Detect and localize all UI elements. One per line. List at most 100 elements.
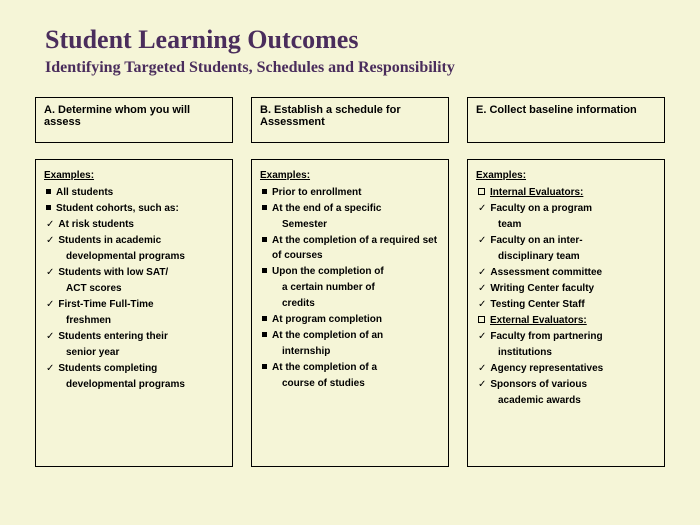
bullet-check-icon: ✓ xyxy=(478,233,486,248)
bullet-square-icon xyxy=(262,205,267,210)
list-item: senior year xyxy=(44,345,224,360)
slide: Student Learning Outcomes Identifying Ta… xyxy=(0,0,700,492)
list-e: Internal Evaluators: ✓ Faculty on a progra… xyxy=(476,185,656,408)
list-item-text: developmental programs xyxy=(56,249,224,264)
list-item-text: Students entering their xyxy=(58,329,224,344)
list-item-text: Faculty on a program xyxy=(490,201,656,216)
examples-label: Examples: xyxy=(44,168,224,183)
bullet-check-icon: ✓ xyxy=(478,297,486,312)
list-item: academic awards xyxy=(476,393,656,408)
bullet-outline-square-icon xyxy=(478,188,485,195)
list-item-text: Faculty from partnering xyxy=(490,329,656,344)
list-item: ✓ First-Time Full-Time xyxy=(44,297,224,312)
bullet-square-icon xyxy=(262,316,267,321)
list-item: ✓ Faculty on an inter- xyxy=(476,233,656,248)
list-item: disciplinary team xyxy=(476,249,656,264)
list-item-text: Students completing xyxy=(58,361,224,376)
list-item-text: academic awards xyxy=(488,393,656,408)
list-item-text: Upon the completion of xyxy=(272,264,440,279)
bullet-square-icon xyxy=(262,332,267,337)
list-item: At the completion of a required set of c… xyxy=(260,233,440,263)
list-item: External Evaluators: xyxy=(476,313,656,328)
bullet-square-icon xyxy=(46,205,51,210)
list-item-text: Internal Evaluators: xyxy=(490,185,656,200)
list-item-text: Student cohorts, such as: xyxy=(56,201,224,216)
examples-label: Examples: xyxy=(476,168,656,183)
list-item-text: All students xyxy=(56,185,224,200)
list-item: At the completion of a xyxy=(260,360,440,375)
list-item-text: Assessment committee xyxy=(490,265,656,280)
bullet-check-icon: ✓ xyxy=(46,265,54,280)
list-item-text: Students in academic xyxy=(58,233,224,248)
list-item: ✓Sponsors of various xyxy=(476,377,656,392)
list-a: All studentsStudent cohorts, such as: ✓ At… xyxy=(44,185,224,392)
bullet-square-icon xyxy=(262,189,267,194)
list-item-text: a certain number of xyxy=(272,280,440,295)
page-title: Student Learning Outcomes xyxy=(45,25,665,55)
list-item-text: Students with low SAT/ xyxy=(58,265,224,280)
list-item-text: Agency representatives xyxy=(490,361,656,376)
list-item: a certain number of xyxy=(260,280,440,295)
list-item-text: Faculty on an inter- xyxy=(490,233,656,248)
bullet-check-icon: ✓ xyxy=(46,297,54,312)
column-header-e: E. Collect baseline information xyxy=(467,97,665,143)
bullet-square-icon xyxy=(262,268,267,273)
examples-box-b: Examples: Prior to enrollmentAt the end … xyxy=(251,159,449,467)
list-item: At program completion xyxy=(260,312,440,327)
list-item: developmental programs xyxy=(44,377,224,392)
list-item: ✓ Faculty from partnering xyxy=(476,329,656,344)
list-item: Upon the completion of xyxy=(260,264,440,279)
examples-box-a: Examples: All studentsStudent cohorts, s… xyxy=(35,159,233,467)
examples-box-e: Examples: Internal Evaluators: ✓ Faculty o… xyxy=(467,159,665,467)
column-a: A. Determine whom you will assess Exampl… xyxy=(35,97,233,467)
examples-label: Examples: xyxy=(260,168,440,183)
list-b: Prior to enrollmentAt the end of a speci… xyxy=(260,185,440,391)
list-item: At the end of a specific xyxy=(260,201,440,216)
list-item-text: team xyxy=(488,217,656,232)
list-item: ✓Agency representatives xyxy=(476,361,656,376)
list-item: ✓ Students with low SAT/ xyxy=(44,265,224,280)
list-item-text: First-Time Full-Time xyxy=(58,297,224,312)
list-item: developmental programs xyxy=(44,249,224,264)
list-item: ✓ Students completing xyxy=(44,361,224,376)
bullet-square-icon xyxy=(262,237,267,242)
bullet-check-icon: ✓ xyxy=(478,329,486,344)
bullet-check-icon: ✓ xyxy=(478,281,486,296)
list-item-text: senior year xyxy=(56,345,224,360)
list-item-text: credits xyxy=(272,296,440,311)
bullet-check-icon: ✓ xyxy=(46,361,54,376)
column-e: E. Collect baseline information Examples… xyxy=(467,97,665,467)
list-item-text: At risk students xyxy=(58,217,224,232)
bullet-outline-square-icon xyxy=(478,316,485,323)
list-item-text: disciplinary team xyxy=(488,249,656,264)
list-item: Internal Evaluators: xyxy=(476,185,656,200)
list-item-text: At the completion of a required set of c… xyxy=(272,233,440,263)
list-item-text: At the completion of a xyxy=(272,360,440,375)
list-item: ✓ Testing Center Staff xyxy=(476,297,656,312)
list-item: internship xyxy=(260,344,440,359)
list-item-text: Prior to enrollment xyxy=(272,185,440,200)
columns-container: A. Determine whom you will assess Exampl… xyxy=(35,97,665,467)
list-item: institutions xyxy=(476,345,656,360)
column-header-a: A. Determine whom you will assess xyxy=(35,97,233,143)
list-item-text: freshmen xyxy=(56,313,224,328)
list-item-text: Testing Center Staff xyxy=(490,297,656,312)
column-b: B. Establish a schedule for Assessment E… xyxy=(251,97,449,467)
bullet-check-icon: ✓ xyxy=(478,201,486,216)
list-item-text: Writing Center faculty xyxy=(490,281,656,296)
bullet-check-icon: ✓ xyxy=(46,329,54,344)
list-item: ✓ Students in academic xyxy=(44,233,224,248)
list-item-text: Sponsors of various xyxy=(490,377,656,392)
list-item-text: External Evaluators: xyxy=(490,313,656,328)
list-item-text: institutions xyxy=(488,345,656,360)
list-item-text: At the end of a specific xyxy=(272,201,440,216)
list-item: Semester xyxy=(260,217,440,232)
list-item-text: Semester xyxy=(272,217,440,232)
list-item-text: course of studies xyxy=(272,376,440,391)
bullet-check-icon: ✓ xyxy=(46,233,54,248)
list-item: All students xyxy=(44,185,224,200)
list-item-text: developmental programs xyxy=(56,377,224,392)
list-item: team xyxy=(476,217,656,232)
list-item: Student cohorts, such as: xyxy=(44,201,224,216)
list-item: At the completion of an xyxy=(260,328,440,343)
